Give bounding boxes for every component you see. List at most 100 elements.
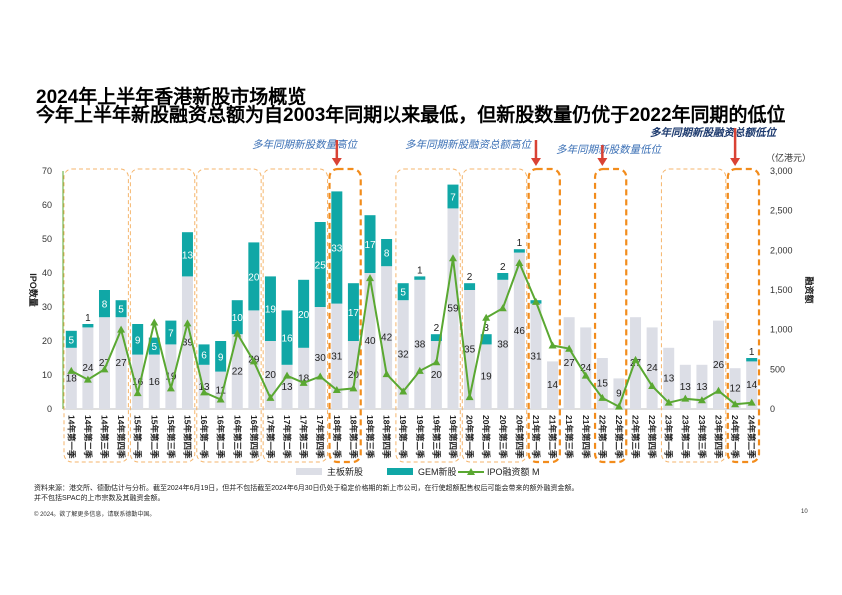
bar-main-label: 13 [663,373,675,384]
bar-main [596,358,608,409]
y2-tick-label: 500 [770,364,785,374]
page-number: 10 [801,509,808,515]
bar-main-label: 46 [514,326,526,337]
bar-main-label: 38 [497,339,509,350]
bar-main [98,317,110,409]
bar-gem [331,191,343,304]
bar-main [696,364,708,409]
bar-main-label: 24 [580,363,592,374]
bar-gem-label: 1 [517,238,523,249]
bar-main-label: 13 [696,382,708,393]
line-marker [631,355,640,363]
line-marker [299,378,308,386]
highlight-box [63,168,129,463]
x-tick-label: 19年第三季 [431,415,441,459]
bar-main [497,279,509,409]
x-tick-label: 20年第二季 [481,415,491,459]
bar-main [663,347,675,409]
x-tick-label: 19年第二季 [415,415,425,459]
x-tick-label: 24年第二季 [747,415,757,459]
bar-gem [381,239,393,267]
bar-gem [497,273,509,280]
x-tick-label: 22年第四季 [647,415,657,459]
bar-gem [298,279,310,348]
bar-main-label: 9 [616,389,622,400]
bar-main [65,347,77,409]
bar-main [165,344,177,409]
bar-main-label: 18 [66,373,78,384]
highlight-box [196,168,262,463]
bar-gem [248,242,260,311]
bar-main-label: 24 [82,363,94,374]
bar-gem-label: 1 [85,313,91,324]
line-marker [482,313,491,321]
legend-label-main: 主板新股 [327,466,363,477]
line-marker [332,385,341,393]
y-tick-label: 40 [42,268,52,278]
annotation-text: 多年同期新股融资总额低位 [650,126,777,139]
line-marker [448,254,457,262]
bar-main-label: 39 [182,338,194,349]
bar-main [231,334,243,409]
source-line-2: 并不包括SPAC的上市宗数及其融资金额。 [34,495,165,502]
bar-gem-label: 9 [218,352,224,363]
x-tick-label: 15年第四季 [182,415,192,459]
annotation-arrowhead [730,158,741,166]
bar-main [513,252,525,409]
bar-main [580,327,592,409]
bar-gem-label: 25 [315,261,327,272]
bar-gem [181,232,193,277]
annotation-arrowhead [331,158,342,166]
bar-main-label: 27 [99,358,111,369]
bar-gem-label: 2 [467,272,473,283]
x-tick-label: 23年第一季 [664,415,674,459]
x-tick-label: 14年第一季 [66,415,76,459]
x-tick-label: 21年第二季 [548,415,558,459]
bar-gem [281,310,293,365]
bar-main-label: 35 [464,345,476,356]
highlight-box [461,168,528,463]
bar-gem-label: 17 [348,308,360,319]
bar-main-label: 27 [116,358,128,369]
bar-gem [231,300,243,335]
y2-tick-label: 3,000 [770,166,793,176]
bar-main [132,354,144,409]
bar-gem [98,290,110,318]
x-tick-label: 18年第一季 [332,415,342,459]
bar-main-label: 12 [730,384,742,395]
page-subtitle: 今年上半年新股融资总额为自2003年同期以来最低，但新股数量仍优于2022年同期… [36,105,786,126]
bar-gem [264,276,276,341]
line-marker [614,402,623,410]
x-tick-label: 16年第四季 [249,415,259,459]
bar-gem [513,249,525,253]
bar-main [430,341,442,409]
x-tick-label: 23年第四季 [714,415,724,459]
bar-gem-label: 5 [118,305,124,316]
bar-gem-label: 5 [151,342,157,353]
bar-main [713,320,725,409]
bar-main [215,371,227,409]
line-marker [150,318,159,326]
x-tick-label: 20年第四季 [514,415,524,459]
bar-main-label: 16 [149,377,161,388]
bar-gem-label: 6 [201,351,207,362]
y2-axis-title: 融资额 [804,276,815,303]
bar-main-label: 26 [713,360,725,371]
line-marker [581,371,590,379]
highlight-box [262,168,329,463]
bar-gem-label: 9 [135,335,141,346]
bar-main [198,364,210,409]
bar-main [82,327,94,409]
line-marker [731,400,740,408]
bar-gem [430,334,442,341]
x-tick-label: 17年第一季 [265,415,275,459]
bar-main [613,378,625,409]
line-marker [432,358,441,366]
line-marker [465,393,474,401]
bar-main [314,307,326,409]
bar-main-label: 38 [414,339,426,350]
bar-gem [364,215,376,273]
y-tick-label: 50 [42,234,52,244]
line-marker [249,357,258,365]
bar-main [381,266,393,409]
